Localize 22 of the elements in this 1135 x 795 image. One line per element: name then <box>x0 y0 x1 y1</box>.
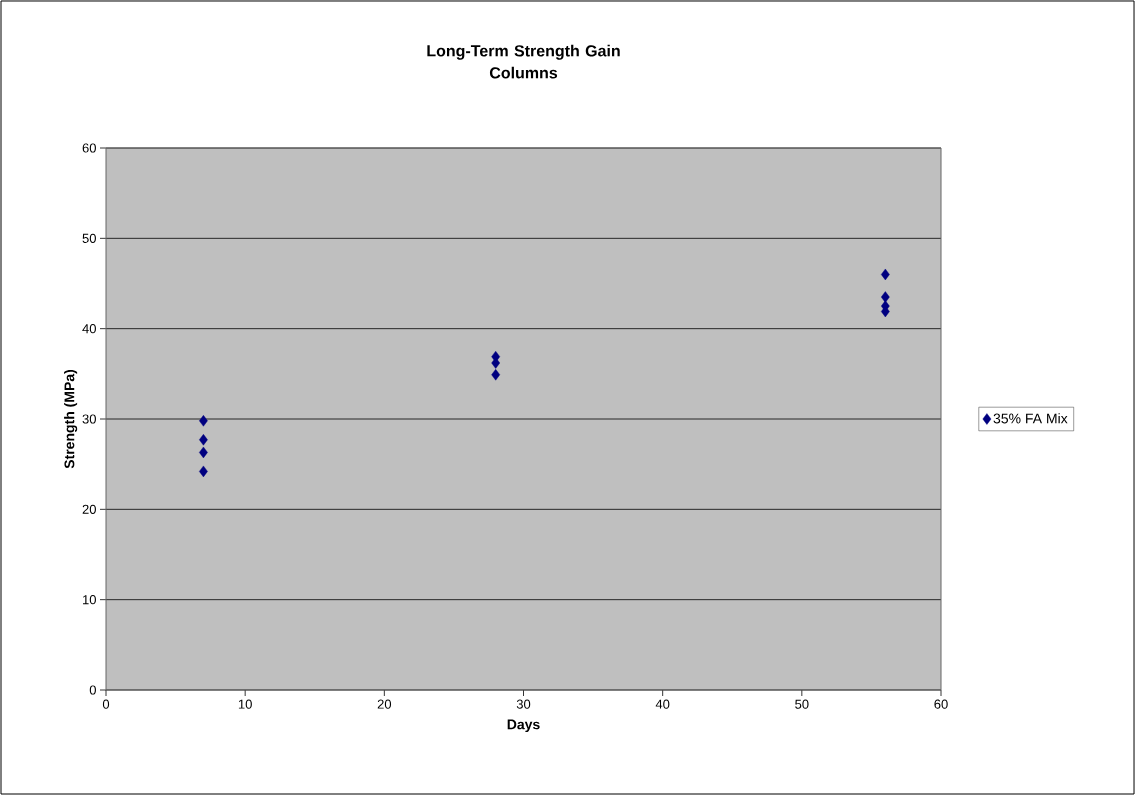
point <box>881 291 890 303</box>
point <box>199 415 208 427</box>
chart-title: Long-Term Strength Gain Columns <box>427 44 620 79</box>
x-tick-label: 60 <box>934 699 948 709</box>
x-tick-label: 10 <box>238 699 252 709</box>
x-tick-label: 40 <box>655 699 670 709</box>
y-tick-label: 20 <box>82 504 96 514</box>
x-tick-label: 30 <box>516 699 531 709</box>
legend-label: 35% FA Mix <box>993 413 1068 424</box>
x-axis-title: Days <box>507 719 540 733</box>
x-tick-label: 20 <box>377 699 392 709</box>
x-tick-label: 50 <box>795 699 809 709</box>
y-tick-label: 60 <box>82 143 96 153</box>
point <box>199 434 208 446</box>
y-tick-label: 40 <box>82 324 96 334</box>
point <box>491 369 500 381</box>
y-axis-title: Strength (MPa) <box>64 369 78 469</box>
y-tick-label: 0 <box>89 685 96 695</box>
y-tick-label: 30 <box>82 414 96 424</box>
x-tick-label: 0 <box>102 699 110 709</box>
y-tick-label: 50 <box>82 233 96 243</box>
y-tick-label: 10 <box>83 595 96 605</box>
